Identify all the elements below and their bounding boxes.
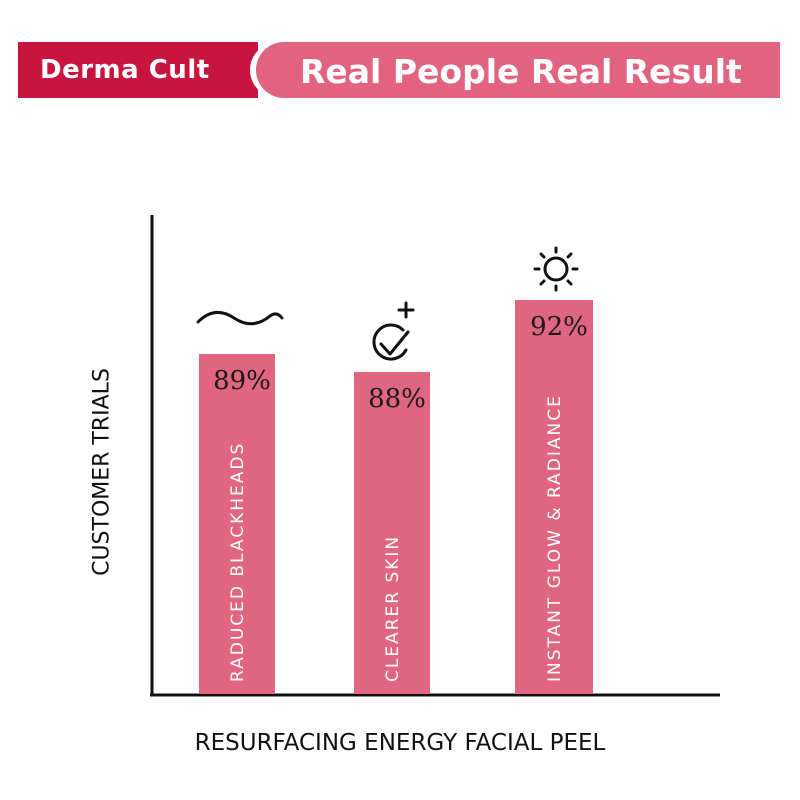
wave-icon [196, 311, 284, 326]
bars-layer: 89% RADUCED BLACKHEADS 88% CLEARER SKIN 92% I… [199, 300, 593, 694]
category-label-3: INSTANT GLOW & RADIANCE [545, 394, 565, 682]
bar-3 [515, 300, 593, 694]
brand-tab [18, 42, 258, 98]
bar-1 [199, 354, 275, 694]
bar-2 [354, 372, 430, 694]
value-label-1: 89% [213, 366, 271, 396]
x-axis-label: RESURFACING ENERGY FACIAL PEEL [194, 730, 606, 756]
sun-icon [533, 246, 579, 292]
y-axis-label: CUSTOMER TRIALS [89, 368, 115, 576]
brand-name: Derma Cult [40, 55, 210, 85]
headline: Real People Real Result [300, 52, 742, 91]
check-plus-icon [372, 301, 415, 361]
value-label-2: 88% [368, 384, 426, 414]
category-label-2: CLEARER SKIN [383, 535, 403, 682]
header-banner: Derma Cult Real People Real Result [0, 0, 800, 120]
value-label-3: 92% [530, 312, 588, 342]
headline-pill [256, 42, 780, 98]
category-label-1: RADUCED BLACKHEADS [228, 442, 248, 682]
